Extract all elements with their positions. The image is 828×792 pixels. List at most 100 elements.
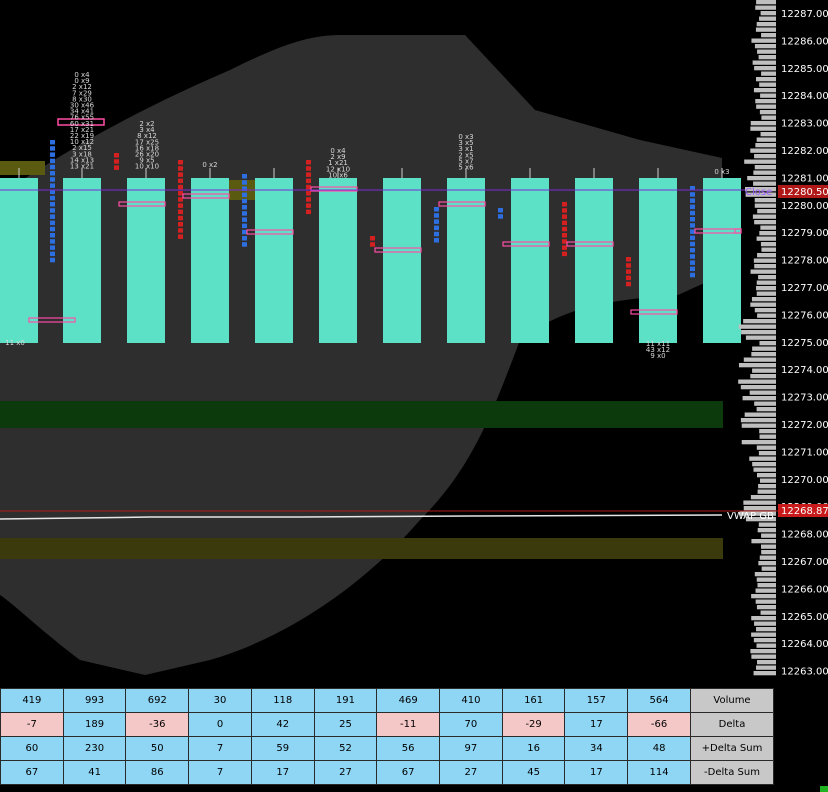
profile-bar <box>754 198 776 203</box>
price-tick: 12276.00 <box>781 310 828 321</box>
buy-cell <box>690 186 695 191</box>
profile-bar <box>744 412 776 417</box>
buy-cell <box>50 233 55 238</box>
profile-bar <box>738 379 776 384</box>
sell-cell <box>562 245 567 250</box>
profile-bar <box>740 418 776 423</box>
profile-bar <box>753 170 776 175</box>
close-price-badge <box>778 185 828 198</box>
profile-bar <box>757 583 776 588</box>
price-zones <box>0 161 723 559</box>
profile-bar <box>752 214 776 219</box>
profile-bar <box>757 489 776 494</box>
profile-bar <box>743 500 776 505</box>
candle <box>639 178 677 343</box>
price-tick: 12265.00 <box>781 612 828 623</box>
price-tick: 12263.00 <box>781 667 828 678</box>
profile-bar <box>741 423 776 428</box>
profile-bar <box>750 302 776 307</box>
footprint-value: 16 x18 <box>135 144 159 152</box>
price-tick: 12275.00 <box>781 338 828 349</box>
buy-cell <box>242 229 247 235</box>
buy-cell <box>50 245 55 250</box>
buy-cell <box>242 223 247 229</box>
profile-bar <box>760 93 776 98</box>
profile-bar <box>756 0 776 5</box>
candle-top-ticks <box>18 168 723 178</box>
stats-row-label: Delta <box>690 712 774 737</box>
price-tick: 12280.00 <box>781 201 828 212</box>
sell-cell <box>626 281 631 287</box>
candle <box>703 178 741 343</box>
olive-marker-left <box>0 161 45 175</box>
profile-bar <box>738 363 776 368</box>
profile-bar <box>756 104 776 109</box>
stats-cell: -7 <box>0 712 64 737</box>
footprint-value: 26 x20 <box>135 151 159 159</box>
sell-cell <box>562 220 567 226</box>
sell-cell <box>178 184 183 190</box>
buy-cell <box>242 198 247 204</box>
stats-row: -7 189 -36 0 42 25 -11 70 -29 17 -66 Delta <box>0 712 774 737</box>
buy-cell <box>690 217 695 222</box>
stats-cell: 67 <box>0 760 64 785</box>
candle <box>0 178 38 343</box>
sell-cell <box>178 203 183 208</box>
profile-bar <box>750 649 776 654</box>
profile-bar <box>761 566 776 571</box>
footprint-cells <box>50 140 695 287</box>
sell-cell <box>626 263 631 268</box>
stats-cell: 34 <box>564 736 629 761</box>
footprint-value: 2 x5 <box>458 151 473 159</box>
sell-cell <box>626 269 631 274</box>
profile-bar <box>752 60 776 65</box>
stats-row: 60 230 50 7 59 52 56 97 16 34 48 +Delta Sum <box>0 736 774 761</box>
footprint-value: 5 x6 <box>458 164 474 172</box>
profile-bar <box>752 368 776 373</box>
stats-cell: 189 <box>62 712 127 737</box>
profile-bar <box>741 440 776 445</box>
profile-bar <box>753 638 776 643</box>
buy-cell <box>690 204 695 210</box>
buy-cell <box>242 211 247 216</box>
stats-cell: -29 <box>501 712 566 737</box>
footprint-value: 30 x46 <box>70 102 95 110</box>
bar-statistics-table: 419 993 692 30 118 191 469 410 161 157 564 Volume -7… <box>0 688 774 785</box>
profile-bar <box>758 55 776 60</box>
buy-cell <box>50 220 55 226</box>
footprint-value: 10 x10 <box>135 163 159 171</box>
sell-cell <box>306 184 311 190</box>
stats-cell: 27 <box>439 760 503 785</box>
profile-bar <box>758 522 776 527</box>
profile-bar <box>747 176 776 181</box>
footprint-value: 2 x9 <box>330 153 345 161</box>
stats-cell: 56 <box>376 736 441 761</box>
stats-cell: 0 <box>188 712 252 737</box>
profile-bar <box>754 44 776 49</box>
olive-zone <box>0 538 723 559</box>
profile-bar <box>758 561 776 566</box>
profile-bar <box>758 275 776 280</box>
profile-bar <box>760 242 776 247</box>
profile-bar <box>738 324 776 329</box>
sell-cell <box>178 209 183 215</box>
profile-bar <box>754 264 776 269</box>
buy-cell <box>242 217 247 222</box>
stats-cell: 52 <box>313 736 378 761</box>
buy-cell <box>498 208 503 213</box>
profile-bar <box>759 82 776 87</box>
stats-row-label: Volume <box>690 688 774 713</box>
profile-bar <box>755 599 776 604</box>
buy-cell <box>434 225 439 231</box>
green-zone <box>0 401 723 428</box>
stats-cell: 191 <box>313 688 378 713</box>
stats-cell: 42 <box>250 712 315 737</box>
buy-cell <box>690 192 695 197</box>
scroll-corner[interactable] <box>820 786 828 792</box>
profile-bar <box>750 495 776 500</box>
profile-bar <box>753 258 776 263</box>
profile-bar <box>756 291 776 296</box>
profile-bar <box>750 269 776 274</box>
footprint-value: 2 x2 <box>139 120 154 128</box>
